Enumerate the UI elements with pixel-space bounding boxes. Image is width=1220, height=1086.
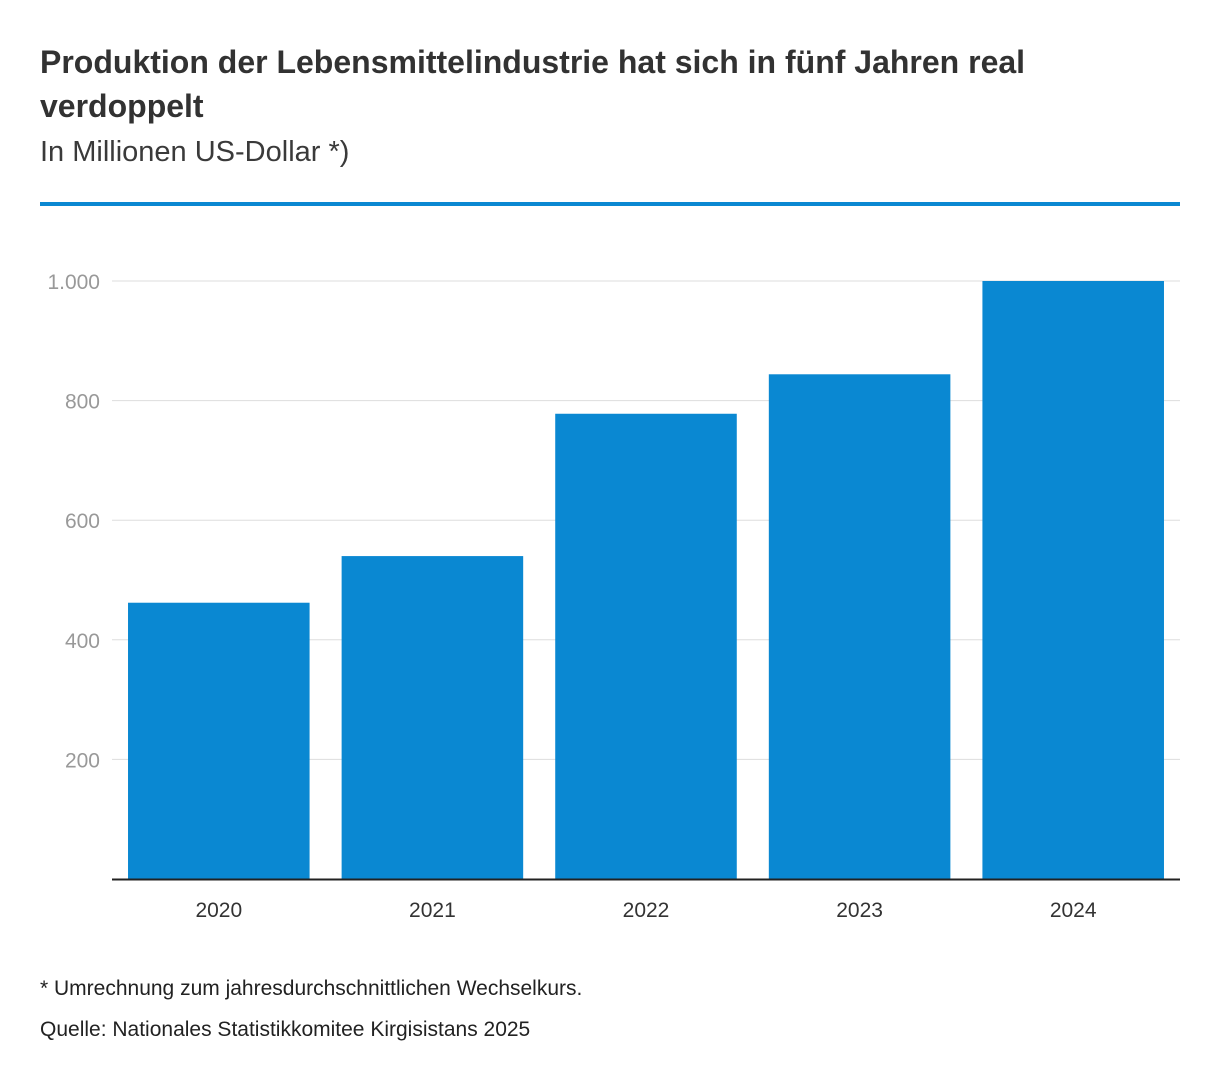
chart-title: Produktion der Lebensmittelindustrie hat… (40, 44, 1026, 124)
bars (128, 281, 1164, 879)
bar-2024 (982, 281, 1164, 879)
x-tick-labels: 2020 2021 2022 2023 2024 (195, 899, 1096, 922)
y-tick-label: 400 (65, 630, 100, 653)
x-tick-label: 2024 (1050, 899, 1097, 922)
x-tick-label: 2020 (195, 899, 242, 922)
source-note: Quelle: Nationales Statistikkomitee Kirg… (40, 1018, 531, 1041)
accent-rule (40, 202, 1180, 206)
bar-2023 (768, 374, 951, 879)
y-tick-labels: 200 400 600 800 1.000 (47, 271, 100, 772)
x-tick-label: 2023 (836, 899, 883, 922)
y-tick-label: 600 (65, 510, 100, 533)
bar-2022 (555, 413, 737, 879)
x-tick-label: 2022 (623, 899, 670, 922)
x-tick-label: 2021 (409, 899, 456, 922)
chart-subtitle: In Millionen US-Dollar *) (40, 136, 350, 168)
bar-2021 (341, 556, 524, 879)
y-tick-label: 200 (65, 749, 100, 772)
bar-2020 (128, 602, 310, 879)
y-tick-label: 1.000 (47, 271, 100, 294)
footnote: * Umrechnung zum jahresdurchschnittliche… (40, 977, 583, 1000)
y-tick-label: 800 (65, 391, 100, 414)
